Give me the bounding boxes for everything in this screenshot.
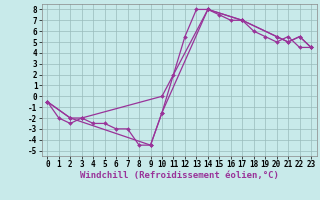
X-axis label: Windchill (Refroidissement éolien,°C): Windchill (Refroidissement éolien,°C) [80,171,279,180]
